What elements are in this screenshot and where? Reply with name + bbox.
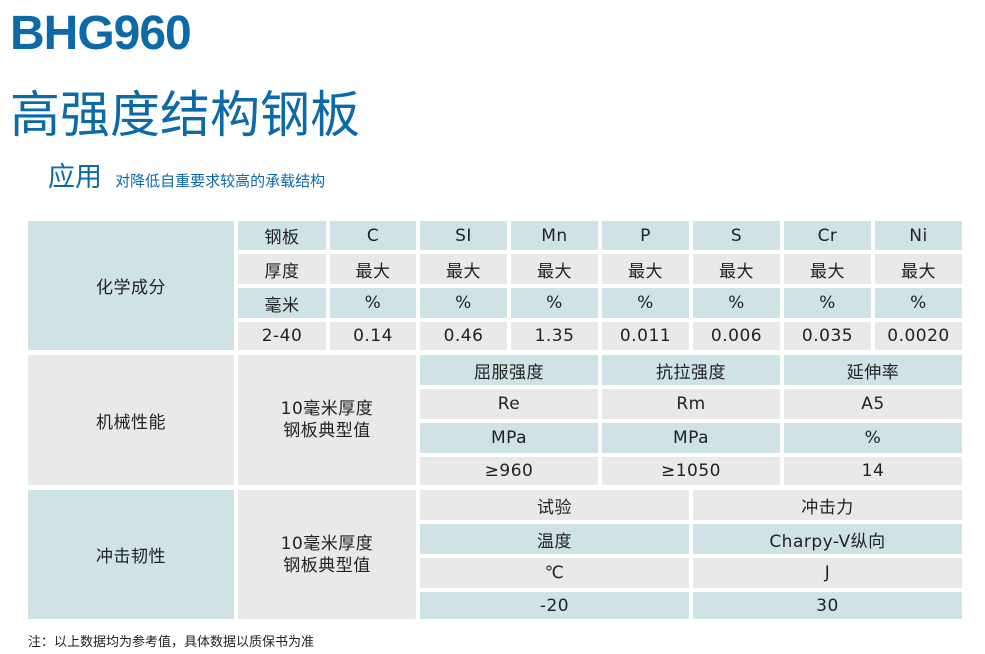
impact-value: -20 xyxy=(420,592,689,619)
chem-cell: 最大 xyxy=(511,254,598,284)
mech-header-cell: 屈服强度 xyxy=(420,355,598,385)
mechanical-desc-line2: 钢板典型值 xyxy=(283,421,371,441)
application-line: 应用 对降低自重要求较高的承载结构 xyxy=(48,155,325,194)
chem-value: 0.006 xyxy=(693,322,780,350)
chem-cell: 最大 xyxy=(784,254,871,284)
chemical-section-label: 化学成分 xyxy=(28,221,234,350)
product-code: BHG960 xyxy=(10,7,192,60)
impact-cell: ℃ xyxy=(420,558,689,588)
chem-value: 1.35 xyxy=(511,322,598,350)
chem-header-cell: C xyxy=(330,221,416,250)
impact-cell: 温度 xyxy=(420,524,689,554)
impact-desc-line2: 钢板典型值 xyxy=(283,555,371,576)
mech-value: ≥1050 xyxy=(602,457,780,485)
mech-value: ≥960 xyxy=(420,457,598,485)
chem-value: 0.011 xyxy=(602,322,689,350)
impact-cell: J xyxy=(693,558,962,588)
chem-cell: % xyxy=(602,288,689,318)
chem-header-cell: Ni xyxy=(875,221,962,250)
chem-cell: 最大 xyxy=(875,254,962,284)
chem-header-cell: Cr xyxy=(784,221,871,250)
impact-section-label: 冲击韧性 xyxy=(28,490,234,619)
application-label: 应用 xyxy=(48,162,102,193)
impact-value: 30 xyxy=(693,592,962,619)
chem-cell: 毫米 xyxy=(238,288,326,318)
chem-value: 0.46 xyxy=(420,322,507,350)
impact-header-cell: 试验 xyxy=(420,490,689,520)
mech-cell: MPa xyxy=(420,423,598,453)
chem-header-cell: S xyxy=(693,221,780,250)
chem-cell: % xyxy=(420,288,507,318)
impact-description: 10毫米厚度 钢板典型值 xyxy=(238,490,416,619)
chem-header-cell: Mn xyxy=(511,221,598,250)
chem-cell: % xyxy=(875,288,962,318)
chem-value: 0.035 xyxy=(784,322,871,350)
chem-value: 0.0020 xyxy=(875,322,962,350)
mech-cell: Rm xyxy=(602,389,780,419)
chem-value: 2-40 xyxy=(238,322,326,350)
mech-cell: Re xyxy=(420,389,598,419)
chem-cell: % xyxy=(693,288,780,318)
chem-header-cell: SI xyxy=(420,221,507,250)
mech-value: 14 xyxy=(784,457,962,485)
chem-cell: 最大 xyxy=(602,254,689,284)
chem-header-cell: P xyxy=(602,221,689,250)
chem-cell: 最大 xyxy=(330,254,416,284)
chem-cell: 最大 xyxy=(420,254,507,284)
mech-cell: A5 xyxy=(784,389,962,419)
mech-header-cell: 延伸率 xyxy=(784,355,962,385)
product-title: 高强度结构钢板 xyxy=(10,86,360,144)
mechanical-desc-line1: 10毫米厚度 xyxy=(280,399,374,419)
mechanical-description: 10毫米厚度 钢板典型值 xyxy=(238,355,416,485)
mechanical-section-label: 机械性能 xyxy=(28,355,234,485)
mech-header-cell: 抗拉强度 xyxy=(602,355,780,385)
mech-cell: MPa xyxy=(602,423,780,453)
chem-cell: % xyxy=(511,288,598,318)
impact-cell: Charpy-V纵向 xyxy=(693,524,962,554)
chem-cell: % xyxy=(784,288,871,318)
chem-cell: 厚度 xyxy=(238,254,326,284)
chem-cell: 最大 xyxy=(693,254,780,284)
mech-cell: % xyxy=(784,423,962,453)
chem-value: 0.14 xyxy=(330,322,416,350)
chem-header-cell: 钢板 xyxy=(238,221,326,250)
impact-header-cell: 冲击力 xyxy=(693,490,962,520)
impact-desc-line1: 10毫米厚度 xyxy=(280,533,374,554)
footnote: 注：以上数据均为参考值，具体数据以质保书为准 xyxy=(28,635,315,650)
application-text: 对降低自重要求较高的承载结构 xyxy=(115,172,326,190)
chem-cell: % xyxy=(330,288,416,318)
